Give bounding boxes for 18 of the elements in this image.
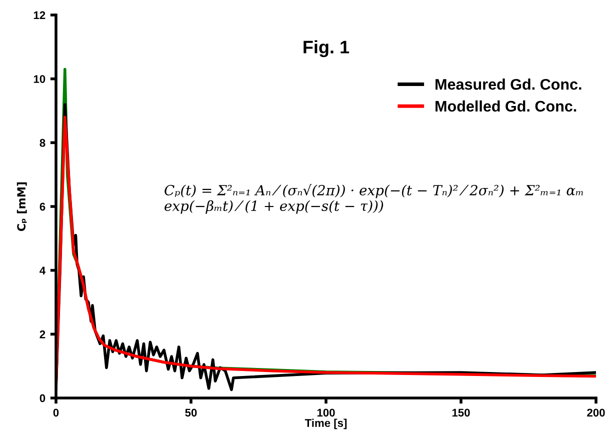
y-tick-label: 6	[40, 202, 46, 211]
y-tick-label: 2	[40, 330, 46, 338]
y-tick-label: 0	[40, 394, 46, 402]
y-tick-label: 10	[34, 75, 46, 83]
x-tick-label: 200	[587, 408, 605, 417]
y-tick-label: 8	[40, 138, 46, 147]
x-axis-title: Time [s]	[304, 418, 347, 430]
y-tick-label: 4	[40, 266, 46, 274]
x-tick-label: 50	[185, 408, 197, 417]
x-tick-label: 150	[452, 408, 470, 417]
text: Fig. 1	[304, 40, 350, 58]
x-tick-label: 100	[317, 408, 335, 417]
y-tick-label: 12	[34, 11, 46, 20]
annotation: Cₚ(t) = Σ²ₙ₌₁ Aₙ ⁄ (σₙ√(2π)) · exp(−(t − Tₙ)² ⁄ 2σₙ²) + Σ²ₘ₌₁ αₘ exp(−βₘt) ⁄ (1 + exp(−s(t − τ)))	[164, 184, 583, 214]
y-axis-title: Cₚ [mM]	[16, 182, 27, 232]
legend-label: Measured Gd. Conc.	[436, 78, 582, 90]
legend-label: Modelled Gd. Conc.	[436, 100, 576, 112]
x-tick-label: 0	[53, 408, 59, 417]
